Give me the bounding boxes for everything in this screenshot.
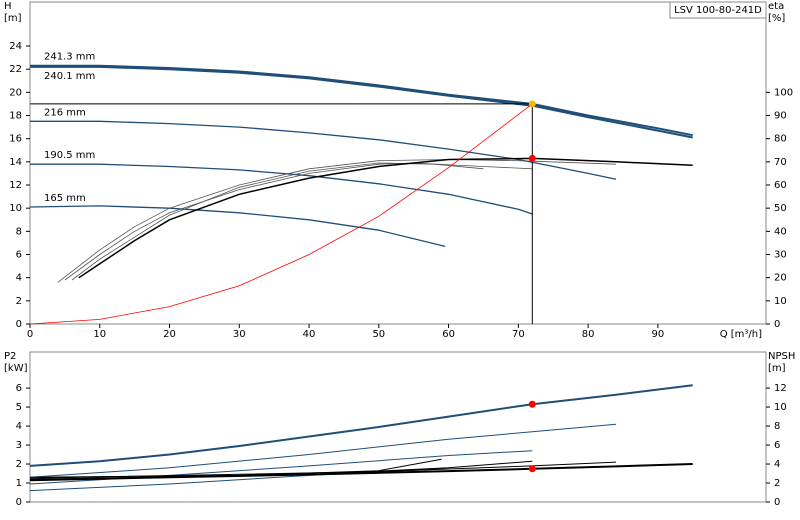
x-tick-label: 30	[233, 329, 246, 340]
y2-tick-label: 30	[774, 250, 787, 261]
operating-point	[528, 100, 536, 108]
x-tick-label: 70	[512, 329, 525, 340]
y-axis-label: P2	[4, 351, 16, 362]
x-tick-label: 50	[372, 329, 385, 340]
y-tick-label: 6	[16, 383, 22, 394]
curve	[57, 159, 617, 283]
curve-label: 216 mm	[44, 107, 86, 118]
y-tick-label: 10	[9, 203, 22, 214]
y-tick-label: 4	[16, 421, 22, 432]
curve	[29, 461, 617, 479]
y2-tick-label: 50	[774, 203, 787, 214]
x-tick-label: 10	[93, 329, 106, 340]
x-tick-label: 60	[442, 329, 455, 340]
curve	[30, 120, 617, 180]
y-tick-label: 12	[9, 180, 22, 191]
y-tick-label: 2	[16, 296, 22, 307]
curve-label: 190.5 mm	[44, 150, 95, 161]
curve	[30, 65, 693, 139]
curve	[29, 205, 446, 248]
curve	[64, 162, 533, 281]
curve-label: 240.1 mm	[44, 71, 95, 82]
x-tick-label: 80	[582, 329, 595, 340]
curve	[29, 423, 617, 478]
operating-point	[528, 400, 536, 408]
y2-tick-label: 20	[774, 273, 787, 284]
y2-tick-label: 100	[774, 87, 793, 98]
title-box	[669, 1, 767, 19]
y2-axis-label: eta	[768, 1, 784, 12]
y2-axis-unit: [m]	[768, 363, 786, 374]
y-tick-label: 0	[16, 319, 22, 330]
y2-tick-label: 2	[774, 478, 780, 489]
y2-tick-label: 8	[774, 421, 780, 432]
y-axis-label: H	[4, 1, 12, 12]
y-tick-label: 5	[16, 402, 22, 413]
y2-tick-label: 10	[774, 296, 787, 307]
y-tick-label: 22	[9, 64, 22, 75]
y2-axis-unit: [%]	[768, 13, 785, 24]
x-tick-label: 0	[27, 329, 33, 340]
y2-tick-label: 4	[774, 459, 780, 470]
y-tick-label: 1	[16, 478, 22, 489]
y-axis-unit: [kW]	[4, 363, 28, 374]
curve	[30, 64, 693, 137]
chart-title: LSV 100-80-241D	[674, 5, 762, 16]
curve	[78, 157, 693, 279]
x-axis-label: Q [m³/h]	[720, 329, 762, 340]
y2-tick-label: 70	[774, 157, 787, 168]
y2-tick-label: 0	[774, 319, 780, 330]
curve	[71, 162, 484, 281]
curve-label: 241.3 mm	[44, 52, 95, 63]
y-tick-label: 6	[16, 250, 22, 261]
curve	[30, 163, 533, 215]
y2-axis-label: NPSH	[768, 351, 795, 362]
y-tick-label: 2	[16, 459, 22, 470]
y2-tick-label: 60	[774, 180, 787, 191]
y-tick-label: 20	[9, 87, 22, 98]
y2-tick-label: 12	[774, 383, 787, 394]
y-tick-label: 4	[16, 273, 22, 284]
y-axis-unit: [m]	[4, 13, 22, 24]
y-tick-label: 18	[9, 111, 22, 122]
curve	[29, 384, 693, 467]
y-tick-label: 14	[9, 157, 22, 168]
y2-tick-label: 40	[774, 226, 787, 237]
y2-tick-label: 10	[774, 402, 787, 413]
curve	[29, 103, 533, 325]
x-tick-label: 40	[303, 329, 316, 340]
operating-point	[528, 465, 536, 473]
plot-frame	[29, 351, 767, 503]
y2-tick-label: 0	[774, 497, 780, 508]
y-tick-label: 3	[16, 440, 22, 451]
plot-frame	[29, 1, 767, 325]
y-tick-label: 0	[16, 497, 22, 508]
y-tick-label: 16	[9, 134, 22, 145]
y-tick-label: 24	[9, 41, 22, 52]
y2-tick-label: 6	[774, 440, 780, 451]
operating-point	[528, 154, 536, 162]
y2-tick-label: 80	[774, 134, 787, 145]
y2-tick-label: 90	[774, 111, 787, 122]
x-tick-label: 20	[163, 329, 176, 340]
y-tick-label: 8	[16, 226, 22, 237]
x-tick-label: 90	[652, 329, 665, 340]
curve-label: 165 mm	[44, 193, 86, 204]
